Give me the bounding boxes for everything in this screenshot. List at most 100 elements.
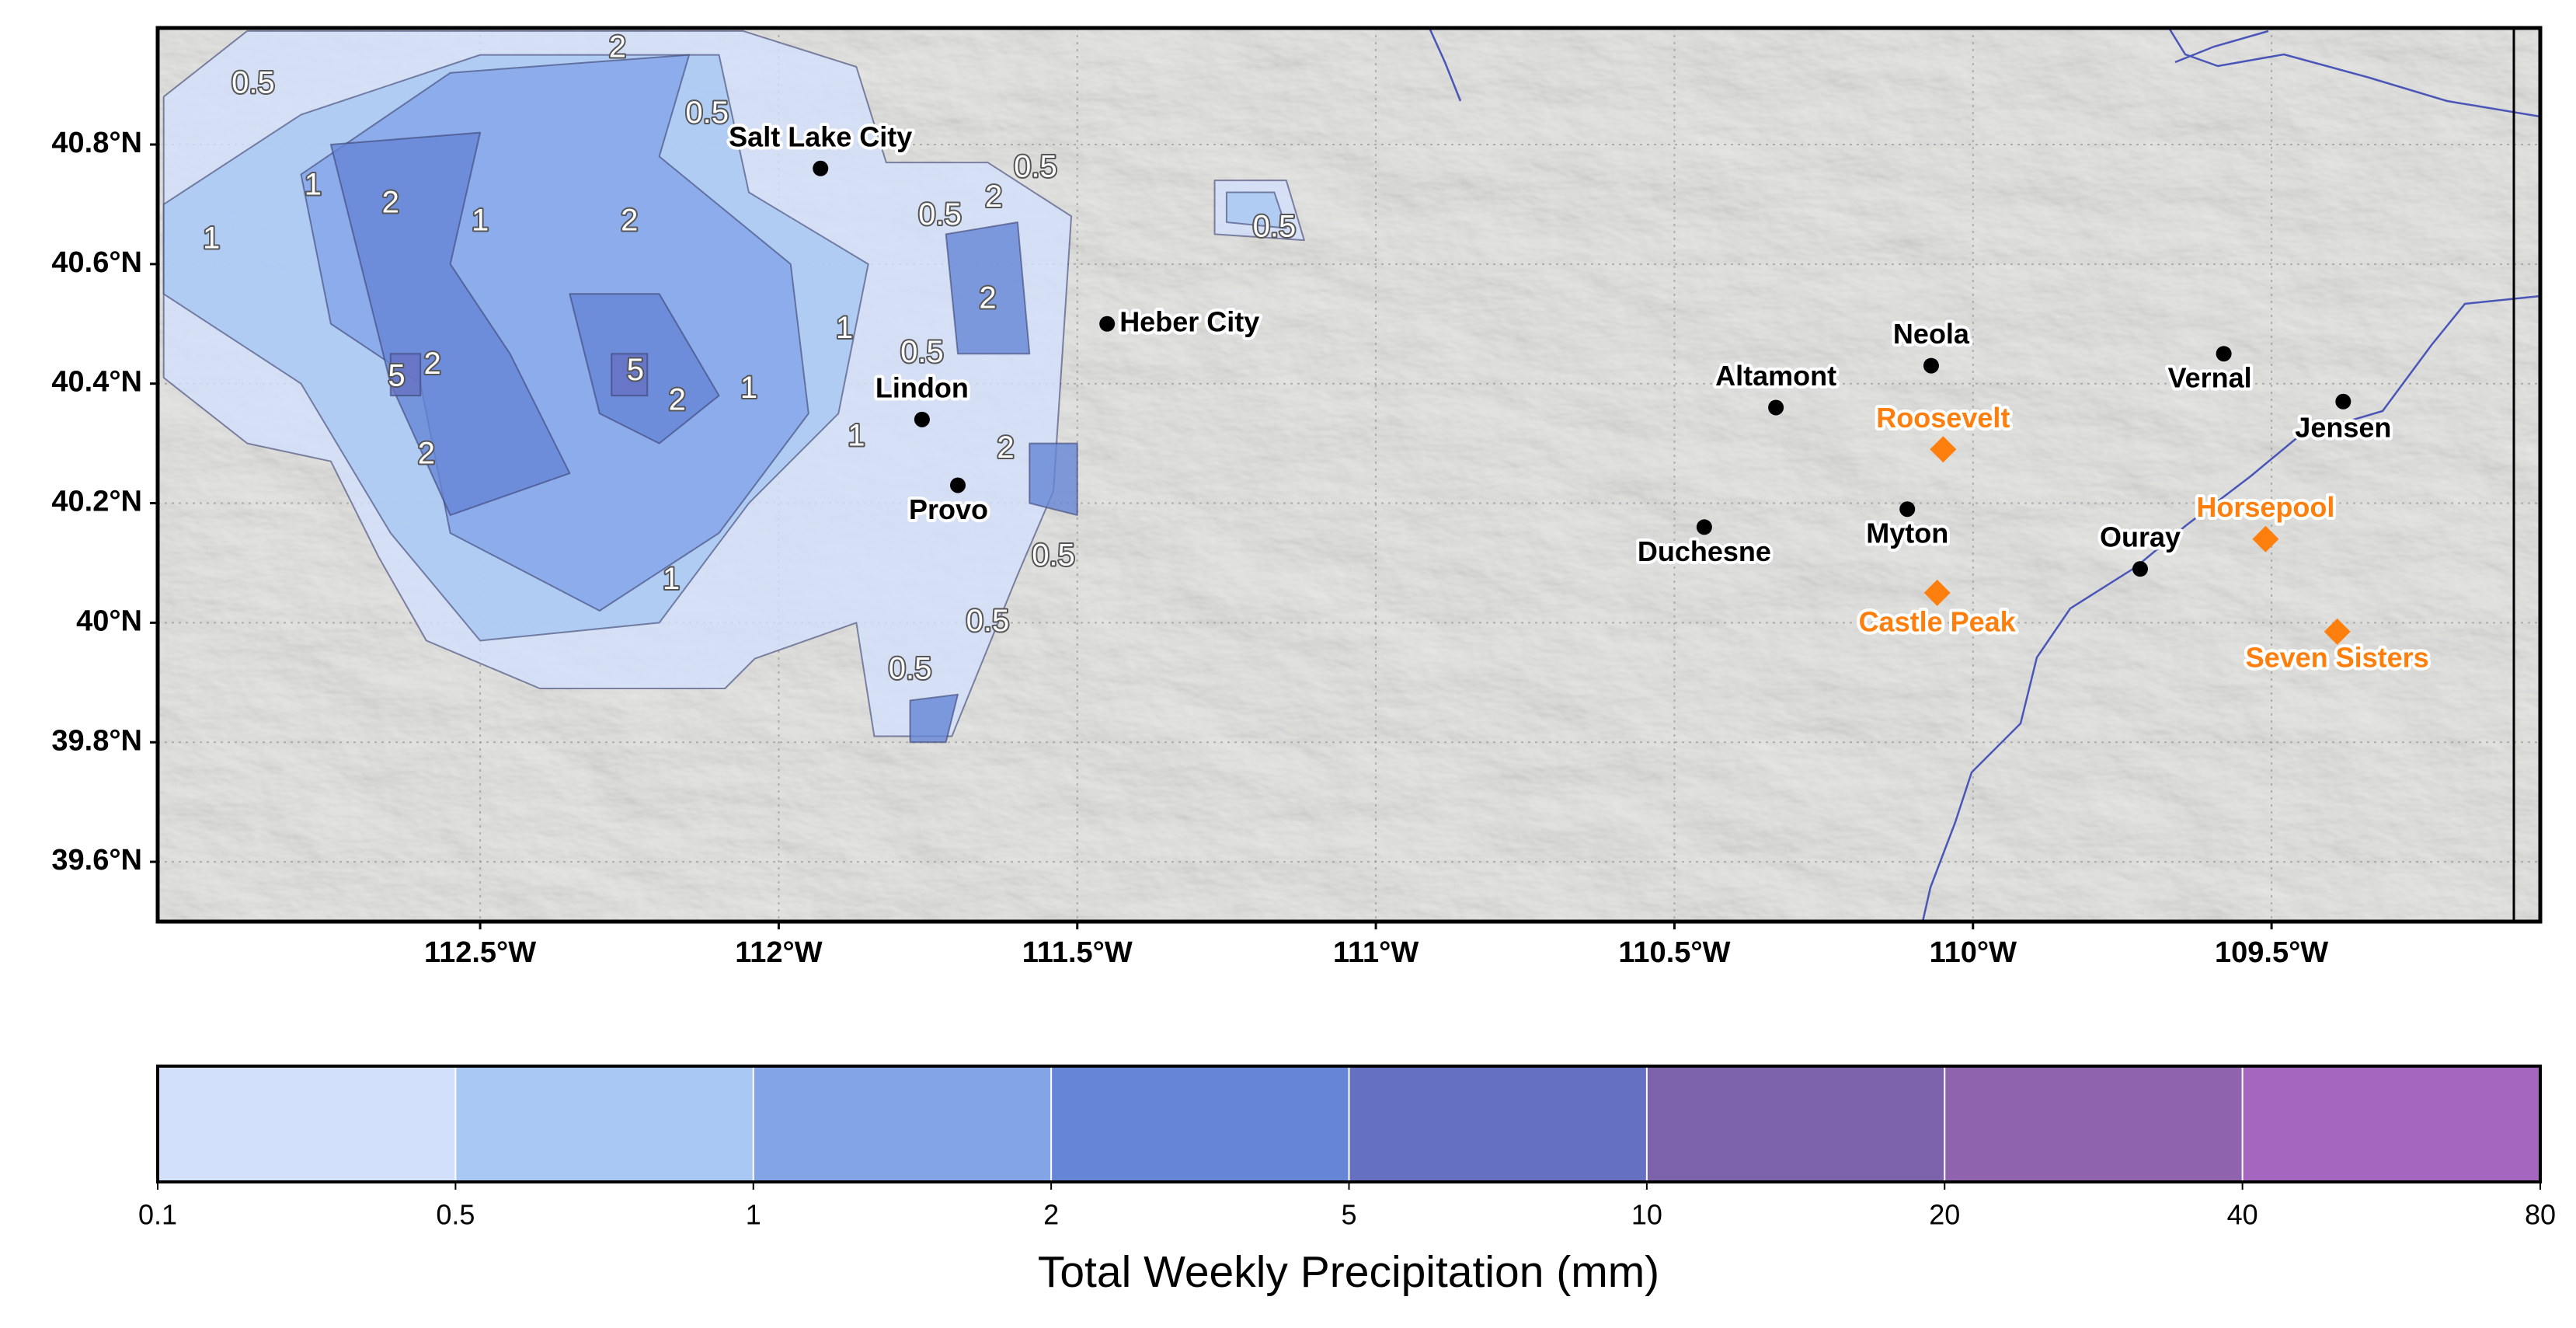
colorbar-tick-label: 0.5 xyxy=(436,1199,475,1231)
colorbar-tick-label: 40 xyxy=(2227,1199,2258,1231)
x-tick-label: 112.5°W xyxy=(424,936,536,969)
contour-label: 0.5 xyxy=(900,335,944,369)
city-marker xyxy=(914,411,930,427)
contour-label: 2 xyxy=(418,437,435,471)
contour-label: 2 xyxy=(669,382,686,417)
city-label: Neola xyxy=(1893,318,1970,350)
x-tick-label: 112°W xyxy=(735,936,823,969)
city-marker xyxy=(1696,519,1712,535)
x-tick-label: 111.5°W xyxy=(1022,936,1133,969)
city-marker xyxy=(2216,346,2232,362)
river xyxy=(2167,28,2540,118)
colorbar: 0.1 0.5 1 2 5 10 20 40 80 xyxy=(138,1065,2556,1231)
colorbar-bin xyxy=(1944,1066,2243,1182)
precip-region xyxy=(909,693,959,744)
colorbar-bin xyxy=(753,1066,1052,1182)
colorbar-tick-label: 80 xyxy=(2525,1199,2556,1231)
city-label: Duchesne xyxy=(1638,535,1771,567)
colorbar-frame xyxy=(156,1065,2542,1183)
river xyxy=(2174,30,2269,64)
precipitation xyxy=(162,30,1305,744)
x-tick-label: 111°W xyxy=(1333,936,1419,969)
city-marker xyxy=(1099,315,1116,332)
colorbar-tick-label: 0.1 xyxy=(138,1199,177,1231)
contour-label: 0.5 xyxy=(889,651,932,685)
city-marker xyxy=(813,160,829,176)
city-label: Jensen xyxy=(2295,411,2391,443)
colorbar-tick-label: 5 xyxy=(1341,1199,1356,1231)
colorbar-bin xyxy=(158,1066,456,1182)
contour-label: 2 xyxy=(382,185,399,219)
contour-label: 2 xyxy=(609,30,626,64)
y-tick-label: 40.4°N xyxy=(51,366,142,399)
city-label: Lindon xyxy=(875,371,969,403)
colorbar-tick-label: 10 xyxy=(1631,1199,1662,1231)
y-tick-label: 40°N xyxy=(76,605,142,637)
city-marker xyxy=(2132,561,2148,577)
station-label: Seven Sisters xyxy=(2246,641,2429,673)
contour-label: 1 xyxy=(305,167,322,201)
places: Salt Lake City Heber City Lindon Provo Neola… xyxy=(726,117,2432,676)
city-label: Provo xyxy=(909,493,988,525)
city-label: Heber City xyxy=(1119,305,1259,337)
colorbar-label: Total Weekly Precipitation (mm) xyxy=(1038,1247,1659,1297)
contour-label: 0.5 xyxy=(1014,149,1057,183)
colorbar-tick-label: 1 xyxy=(746,1199,761,1231)
city-marker xyxy=(2335,393,2351,410)
contour-label: 2 xyxy=(997,430,1014,465)
contour-label: 1 xyxy=(203,221,220,256)
x-tick-label: 110°W xyxy=(1930,936,2017,969)
station-label: Castle Peak xyxy=(1859,605,2017,637)
contour-label: 1 xyxy=(740,371,757,405)
contour-label: 2 xyxy=(979,281,996,315)
contour-label: 1 xyxy=(472,204,489,238)
precip-region xyxy=(1029,442,1078,516)
city-marker xyxy=(1899,501,1916,518)
contour-label: 0.5 xyxy=(231,66,275,100)
y-tick-label: 40.6°N xyxy=(51,246,142,279)
contour-label: 1 xyxy=(848,418,865,452)
colorbar-bin xyxy=(1646,1066,1945,1182)
contour-label: 2 xyxy=(985,180,1002,214)
station-label: Horsepool xyxy=(2196,491,2334,523)
station-marker xyxy=(2324,618,2351,645)
precip-region xyxy=(611,353,649,397)
station-label: Roosevelt xyxy=(1876,402,2010,434)
city-label: Ouray xyxy=(2100,521,2181,553)
contour-label: 5 xyxy=(388,359,405,393)
axes: 112.5°W 112°W 111.5°W 111°W 110.5°W 110°W 109.… xyxy=(51,127,2328,969)
city-label: Myton xyxy=(1866,518,1948,549)
x-tick-label: 110.5°W xyxy=(1618,936,1730,969)
city-label: Altamont xyxy=(1715,360,1836,392)
precip-region xyxy=(945,221,1031,355)
city-marker xyxy=(1923,357,1939,374)
river xyxy=(1428,28,1462,102)
station-marker xyxy=(1923,579,1951,606)
contour-label: 0.5 xyxy=(918,197,962,232)
contour-label: 0.5 xyxy=(966,604,1010,638)
colorbar-bin xyxy=(455,1066,754,1182)
contour-label: 0.5 xyxy=(1253,209,1297,243)
contour-label: 2 xyxy=(621,204,638,238)
contour-label: 2 xyxy=(423,347,440,381)
colorbar-bin xyxy=(1349,1066,1647,1182)
station-marker xyxy=(2252,525,2279,552)
y-tick-label: 39.6°N xyxy=(51,844,142,877)
y-tick-label: 40.2°N xyxy=(51,486,142,518)
station-marker xyxy=(1930,436,1957,463)
contour-label: 0.5 xyxy=(685,96,729,130)
colorbar-bin xyxy=(2242,1066,2540,1182)
map-frame xyxy=(155,26,2543,924)
city-label: Salt Lake City xyxy=(729,120,912,152)
contour-label: 0.5 xyxy=(1032,538,1075,572)
contour-label: 1 xyxy=(836,311,853,345)
colorbar-bin xyxy=(1051,1066,1349,1182)
colorbar-tick-label: 20 xyxy=(1929,1199,1960,1231)
precip-region xyxy=(389,353,422,397)
city-label: Vernal xyxy=(2168,362,2252,394)
x-tick-label: 109.5°W xyxy=(2215,936,2328,969)
precip-region xyxy=(1225,191,1287,229)
